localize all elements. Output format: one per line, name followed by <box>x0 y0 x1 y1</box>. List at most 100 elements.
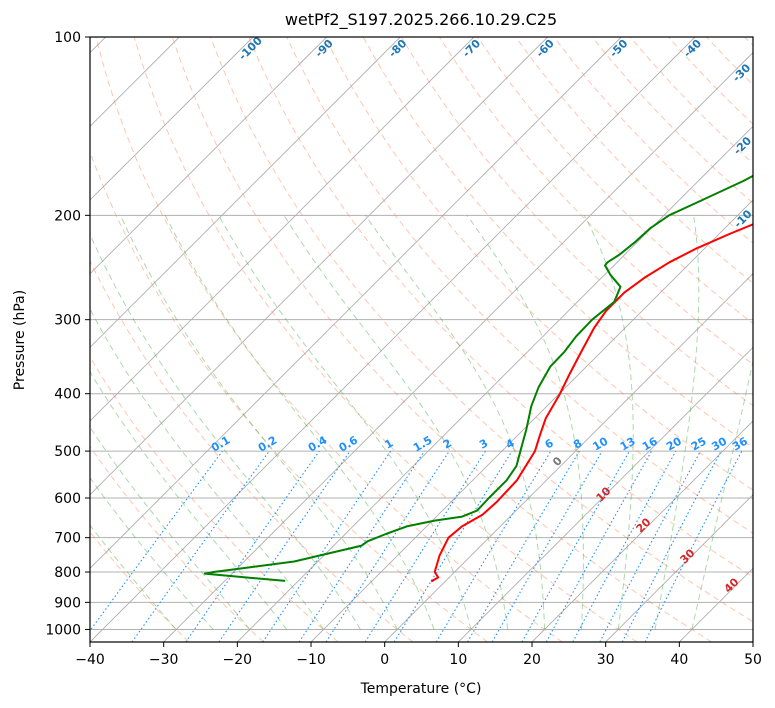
dry-adiabat-line <box>248 37 753 578</box>
moist-adiabat-line <box>691 358 753 630</box>
isotherm-line <box>90 37 696 642</box>
isotherm-line <box>236 125 753 642</box>
dry-adiabat-line <box>744 37 753 47</box>
mixing-ratio-label: 6 <box>543 436 556 451</box>
dry-adiabat-line <box>95 37 563 642</box>
y-tick-label: 800 <box>54 565 81 581</box>
moist-adiabat-line <box>90 524 177 630</box>
moist-adiabat-line <box>120 215 398 630</box>
isotherm-label: -10 <box>731 207 754 230</box>
grid-layer <box>90 37 753 642</box>
isotherm-line <box>163 52 753 642</box>
moist-adiabat-label: 40 <box>722 575 742 595</box>
dry-adiabat-line <box>90 150 488 642</box>
x-tick-label: −20 <box>223 652 253 668</box>
isotherm-line <box>678 567 753 642</box>
moist-adiabat-line <box>90 232 361 630</box>
isotherm-line <box>90 37 328 275</box>
isotherm-line <box>90 37 254 201</box>
isotherm-label: -60 <box>534 37 557 60</box>
y-tick-label: 400 <box>54 387 81 403</box>
x-axis-label: Temperature (°C) <box>360 681 482 697</box>
moist-adiabat-line <box>283 215 509 630</box>
mixing-ratio-line <box>521 450 630 642</box>
isotherm-line <box>90 37 475 422</box>
temperature-profile-line <box>430 223 753 583</box>
y-axis-label: Pressure (hPa) <box>12 290 28 390</box>
isotherm-line <box>384 273 753 642</box>
dry-adiabat-line <box>515 37 753 284</box>
dry-adiabat-line <box>90 531 190 642</box>
moist-adiabat-line <box>218 215 472 630</box>
isopleth-label-layer: -100 -90 -80 -70 -60 -50 -40-30-20-100.1 0.2 0.4… <box>209 34 755 596</box>
mixing-ratio-line <box>364 450 486 642</box>
mixing-ratio-label: 2 <box>441 437 454 452</box>
moist-adiabat-label: 20 <box>634 515 654 535</box>
isotherm-line <box>605 494 753 642</box>
moist-adiabat-label: 10 <box>594 484 614 504</box>
y-tick-label: 100 <box>54 30 81 46</box>
mixing-ratio-line <box>572 450 677 642</box>
isotherm-line <box>752 641 753 642</box>
dry-adiabat-line <box>210 37 753 623</box>
mixing-ratio-line <box>298 450 425 642</box>
moist-adiabat-label: 30 <box>678 546 698 566</box>
y-tick-label: 1000 <box>45 622 81 638</box>
mixing-ratio-label: 4 <box>504 436 517 451</box>
mixing-ratio-line <box>262 450 392 642</box>
plot-frame <box>89 36 754 643</box>
dry-adiabat-line <box>706 37 753 86</box>
mixing-ratio-line <box>185 450 320 642</box>
isotherm-line <box>310 199 753 642</box>
mixing-ratio-line <box>435 450 552 642</box>
dry-adiabat-line <box>90 445 264 642</box>
x-tick-label: −40 <box>75 652 105 668</box>
mixing-ratio-label: 3 <box>477 437 490 452</box>
x-tick-label: 50 <box>744 652 762 668</box>
x-tick-label: 0 <box>380 652 389 668</box>
moist-adiabat-line <box>466 215 584 630</box>
moist-adiabat-line <box>164 215 435 630</box>
dry-adiabat-line <box>286 37 753 534</box>
dry-adiabat-line <box>90 259 414 642</box>
mixing-ratio-line <box>218 450 351 642</box>
moist-adiabat-line <box>90 476 214 630</box>
isotherm-line <box>90 37 401 348</box>
y-tick-label: 600 <box>54 491 81 507</box>
y-tick-label: 200 <box>54 208 81 224</box>
mixing-ratio-line <box>599 450 701 642</box>
moist-adiabat-line <box>654 215 700 630</box>
isotherm-line <box>90 37 622 569</box>
axes-layer: −40 −30 −20 −10 0 10 20 30 40 5010020030040050060… <box>45 30 762 668</box>
mixing-ratio-line <box>393 450 513 642</box>
x-tick-label: −30 <box>149 652 179 668</box>
isotherm-label: -90 <box>313 37 336 60</box>
isotherm-line <box>531 420 753 642</box>
y-tick-label: 900 <box>54 595 81 611</box>
mixing-ratio-line <box>325 450 450 642</box>
isotherm-line <box>90 37 549 496</box>
x-tick-label: 10 <box>449 652 467 668</box>
x-tick-label: −10 <box>296 652 326 668</box>
isotherm-label: -100 <box>236 34 265 63</box>
mixing-ratio-line <box>644 450 743 642</box>
isotherm-label: -50 <box>607 37 630 60</box>
y-tick-label: 500 <box>54 444 81 460</box>
isotherm-label: -80 <box>386 37 409 60</box>
moist-adiabat-line <box>90 426 251 630</box>
mixing-ratio-line <box>545 450 653 642</box>
dry-adiabat-line <box>324 37 753 491</box>
isotherm-label: -70 <box>460 37 483 60</box>
moist-adiabat-line <box>90 370 288 630</box>
moist-adiabat-label: 0 <box>550 454 565 469</box>
chart-title: wetPf2_S197.2025.266.10.29.C25 <box>285 10 557 30</box>
y-tick-label: 700 <box>54 531 81 547</box>
isotherm-line <box>457 346 753 642</box>
mixing-ratio-line <box>131 450 270 642</box>
isotherm-label: -20 <box>731 134 754 157</box>
x-tick-label: 20 <box>523 652 541 668</box>
dry-adiabat-line <box>90 356 339 642</box>
x-tick-label: 30 <box>597 652 615 668</box>
moist-adiabat-line <box>90 308 325 630</box>
